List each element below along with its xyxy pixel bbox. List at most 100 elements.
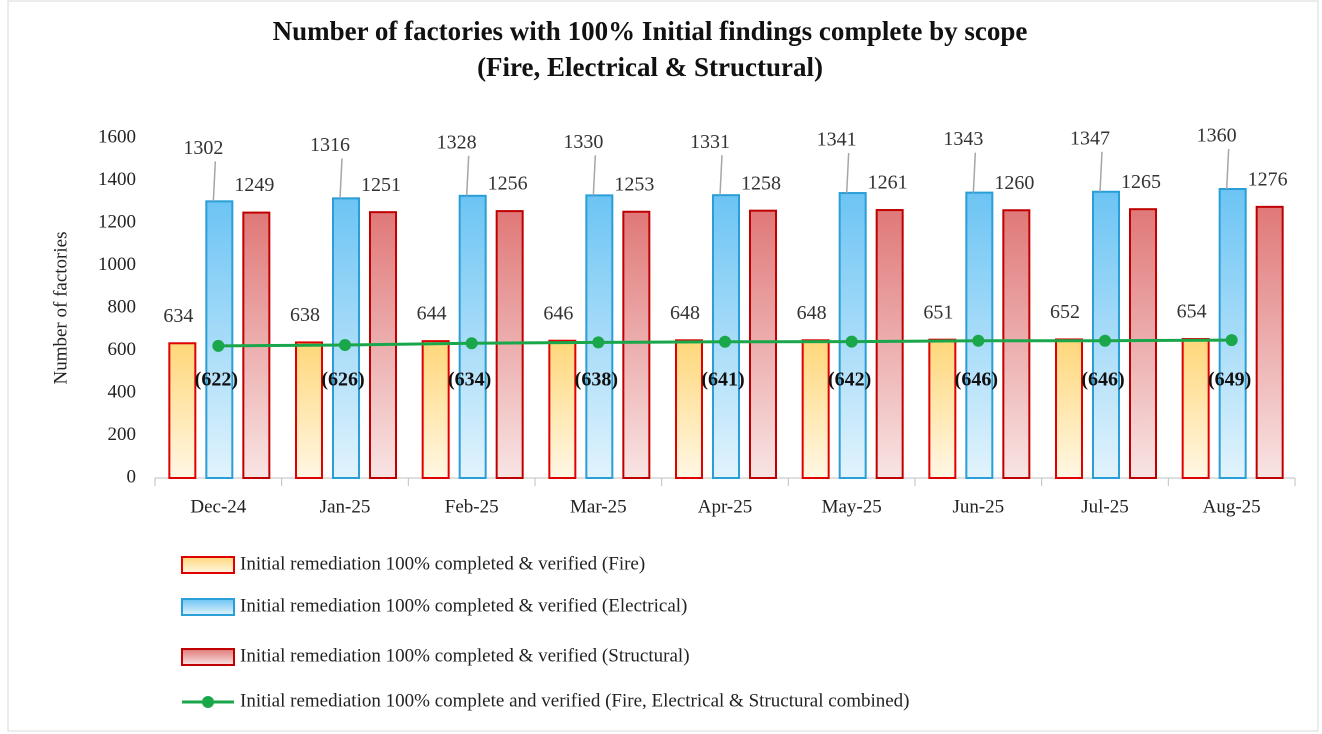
legend-label: Initial remediation 100% completed & ver… (240, 595, 687, 616)
data-label: (646) (955, 369, 998, 391)
x-tick-label: Jul-25 (1081, 496, 1129, 517)
data-label: 654 (1177, 301, 1207, 323)
data-label: (641) (701, 369, 744, 391)
data-label: 1341 (817, 129, 857, 151)
x-tick-label: Jun-25 (952, 496, 1004, 517)
data-label: (638) (575, 369, 618, 391)
y-tick-label: 1200 (98, 211, 136, 232)
chart-border (7, 0, 1319, 732)
data-label: 644 (417, 303, 447, 325)
y-tick-label: 0 (127, 466, 137, 487)
data-label: (626) (321, 369, 364, 391)
x-tick-label: Jan-25 (320, 496, 371, 517)
bar (965, 191, 994, 480)
bar (838, 192, 867, 479)
bar (205, 200, 234, 479)
data-label: 1258 (741, 172, 781, 194)
y-axis-title: Number of factories (50, 232, 71, 385)
y-tick-label: 800 (108, 296, 137, 317)
y-tick-label: 600 (108, 339, 137, 360)
data-label: 646 (543, 302, 573, 324)
data-label: 1276 (1248, 168, 1288, 190)
leader-line (1225, 148, 1230, 190)
leader-line (972, 152, 977, 193)
legend-swatch (181, 648, 235, 666)
bar (168, 342, 197, 479)
data-label: 1256 (488, 173, 528, 195)
data-label: 1261 (868, 172, 908, 194)
line-marker (1225, 334, 1238, 347)
x-tick-label: Apr-25 (698, 496, 753, 517)
x-tick-label: May-25 (822, 496, 882, 517)
chart-title: Number of factories with 100% Initial fi… (273, 16, 1028, 46)
data-label: 1251 (361, 174, 401, 196)
legend-marker (202, 696, 214, 708)
legend-label: Initial remediation 100% completed & ver… (240, 553, 645, 574)
data-label: 1328 (437, 131, 477, 153)
data-label: 638 (290, 304, 320, 326)
legend-swatch (181, 598, 235, 616)
bar (749, 209, 777, 480)
line-marker (339, 338, 351, 351)
y-tick-label: 1600 (98, 126, 136, 147)
bar (421, 340, 450, 479)
line-marker (1099, 334, 1111, 347)
data-label: 634 (163, 305, 193, 327)
bar (458, 194, 487, 480)
bar (1055, 338, 1083, 480)
data-label: 1360 (1197, 125, 1237, 147)
leader-line (212, 161, 217, 202)
bar (1218, 188, 1247, 479)
data-label: (642) (828, 369, 871, 391)
data-label: 1316 (310, 134, 350, 156)
data-label: 1331 (690, 131, 730, 153)
leader-line (339, 158, 343, 199)
y-tick-label: 1000 (98, 254, 136, 275)
data-label: 648 (797, 302, 827, 324)
bar (295, 341, 323, 479)
bar (1129, 208, 1157, 479)
bar (332, 197, 360, 479)
leader-line (592, 155, 597, 196)
leader-line (1099, 151, 1103, 192)
bar (875, 209, 904, 479)
line-marker (719, 335, 731, 348)
data-label: (646) (1081, 369, 1124, 391)
bar (801, 339, 830, 479)
data-label: (634) (448, 369, 491, 391)
data-label: 651 (923, 301, 953, 323)
leader-line (845, 153, 850, 194)
data-label: 1260 (994, 172, 1034, 194)
chart-subtitle: (Fire, Electrical & Structural) (477, 52, 823, 82)
data-label: 1302 (183, 137, 223, 159)
legend-label: Initial remediation 100% complete and ve… (240, 690, 910, 711)
data-label: 648 (670, 302, 700, 324)
bar (622, 210, 651, 480)
line-marker (845, 335, 858, 348)
bar (928, 338, 957, 479)
data-label: 1249 (234, 174, 274, 196)
y-tick-label: 1400 (98, 169, 136, 190)
bar (548, 339, 577, 479)
legend-swatch (181, 556, 235, 574)
x-tick-label: Feb-25 (445, 496, 499, 517)
data-label: 1330 (563, 131, 603, 153)
line-marker (972, 334, 985, 347)
data-label: (622) (195, 369, 238, 391)
x-tick-label: Mar-25 (570, 496, 627, 517)
bar (1181, 338, 1210, 479)
bar (675, 339, 703, 479)
data-label: (649) (1208, 369, 1251, 391)
line-marker (465, 337, 478, 350)
data-label: 1343 (943, 128, 983, 150)
line-marker (592, 336, 605, 349)
bar (1255, 205, 1284, 479)
leader-line (719, 155, 723, 196)
legend-label: Initial remediation 100% completed & ver… (240, 645, 690, 666)
y-tick-label: 400 (108, 381, 137, 402)
x-tick-label: Aug-25 (1203, 496, 1261, 517)
y-tick-label: 200 (108, 424, 137, 445)
line-marker (212, 339, 225, 352)
data-label: 1347 (1070, 127, 1110, 149)
